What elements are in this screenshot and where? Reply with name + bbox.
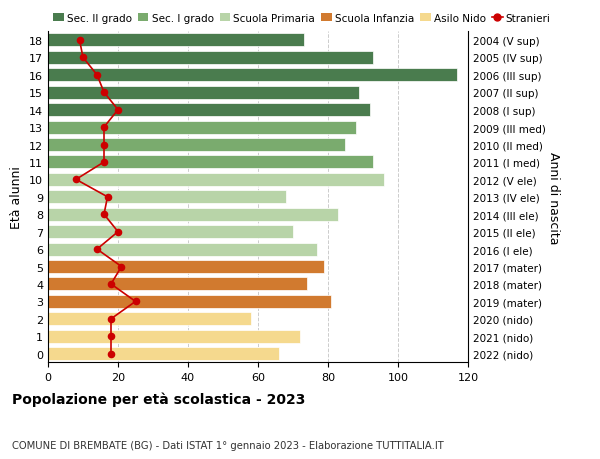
Point: [131, 298, 140, 305]
Bar: [48, 69, 457, 82]
Point: [116, 263, 126, 271]
Bar: [48, 226, 293, 239]
Bar: [48, 260, 325, 274]
Point: [92, 72, 102, 79]
Point: [71, 176, 81, 184]
Y-axis label: Anni di nascita: Anni di nascita: [547, 151, 560, 244]
Bar: [48, 278, 307, 291]
Text: Popolazione per età scolastica - 2023: Popolazione per età scolastica - 2023: [12, 392, 305, 406]
Bar: [48, 313, 251, 325]
Bar: [48, 139, 346, 152]
Bar: [48, 34, 304, 47]
Point: [113, 107, 123, 114]
Point: [74, 37, 84, 45]
Point: [103, 194, 112, 201]
Point: [99, 90, 109, 97]
Bar: [48, 52, 373, 65]
Point: [99, 211, 109, 218]
Bar: [48, 330, 300, 343]
Point: [99, 159, 109, 166]
Point: [78, 55, 88, 62]
Text: COMUNE DI BREMBATE (BG) - Dati ISTAT 1° gennaio 2023 - Elaborazione TUTTITALIA.I: COMUNE DI BREMBATE (BG) - Dati ISTAT 1° …: [12, 440, 444, 450]
Y-axis label: Età alunni: Età alunni: [10, 166, 23, 229]
Point: [113, 229, 123, 236]
Point: [99, 124, 109, 131]
Bar: [48, 104, 370, 117]
Bar: [48, 347, 279, 360]
Bar: [48, 295, 331, 308]
Bar: [48, 156, 373, 169]
Legend: Sec. II grado, Sec. I grado, Scuola Primaria, Scuola Infanzia, Asilo Nido, Stran: Sec. II grado, Sec. I grado, Scuola Prim…: [53, 14, 551, 23]
Bar: [48, 243, 317, 256]
Bar: [48, 174, 384, 186]
Bar: [48, 86, 359, 100]
Point: [99, 141, 109, 149]
Point: [106, 333, 116, 340]
Point: [92, 246, 102, 253]
Point: [106, 315, 116, 323]
Point: [106, 350, 116, 358]
Bar: [48, 121, 356, 134]
Bar: [48, 208, 338, 221]
Point: [106, 280, 116, 288]
Bar: [48, 191, 286, 204]
